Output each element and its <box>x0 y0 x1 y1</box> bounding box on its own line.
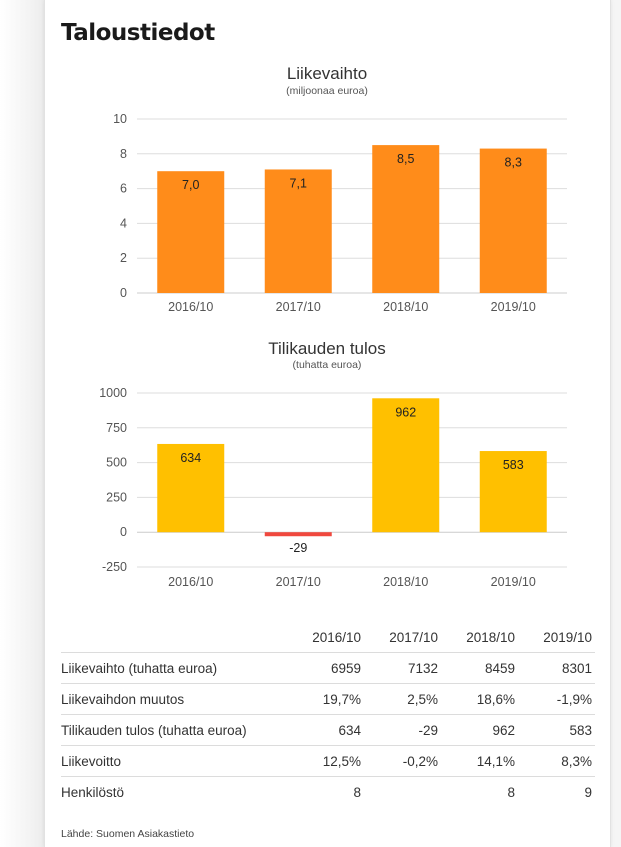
table-header-row: 2016/10 2017/10 2018/10 2019/10 <box>61 622 595 653</box>
table-cell: 962 <box>441 714 518 746</box>
table-cell: 8459 <box>441 652 518 684</box>
row-label: Tilikauden tulos (tuhatta euroa) <box>61 714 287 746</box>
y-tick-label: 4 <box>120 216 127 230</box>
table-cell: -29 <box>364 714 441 746</box>
bar-value-label: 962 <box>395 405 416 419</box>
x-tick-label: 2018/10 <box>383 300 428 314</box>
row-label: Liikevoitto <box>61 745 287 777</box>
financial-card: Taloustiedot Liikevaihto (miljoonaa euroa… <box>44 0 611 847</box>
x-tick-label: 2019/10 <box>491 575 536 589</box>
table-cell: 19,7% <box>287 683 364 715</box>
section-heading: Taloustiedot <box>61 20 215 46</box>
bar-value-label: 8,3 <box>505 156 522 170</box>
bar-value-label: 7,0 <box>182 178 199 192</box>
page-background <box>0 0 44 847</box>
table-cell: 2,5% <box>364 683 441 715</box>
x-tick-label: 2019/10 <box>491 300 536 314</box>
x-tick-label: 2017/10 <box>276 300 321 314</box>
table-row: Liikevoitto 12,5% -0,2% 14,1% 8,3% <box>61 745 595 777</box>
row-label: Liikevaihdon muutos <box>61 683 287 715</box>
table-cell: 8 <box>441 776 518 807</box>
chart-title: Tilikauden tulos <box>268 339 386 358</box>
table-cell: 14,1% <box>441 745 518 777</box>
y-tick-label: 8 <box>120 147 127 161</box>
chart-subtitle: (miljoonaa euroa) <box>286 85 368 97</box>
row-label: Henkilöstö <box>61 776 287 807</box>
table-header-cell: 2019/10 <box>543 629 592 645</box>
table-row: Henkilöstö 8 8 9 <box>61 776 595 807</box>
y-tick-label: 2 <box>120 251 127 265</box>
table-cell: 8 <box>287 776 364 807</box>
bar <box>372 145 440 293</box>
table-row: Liikevaihdon muutos 19,7% 2,5% 18,6% -1,… <box>61 683 595 715</box>
y-tick-label: 750 <box>106 421 127 435</box>
y-tick-label: 0 <box>120 525 127 539</box>
financial-table: 2016/10 2017/10 2018/10 2019/10 Liikevai… <box>61 622 595 807</box>
x-tick-label: 2016/10 <box>168 575 213 589</box>
source-note: Lähde: Suomen Asiakastieto <box>61 828 195 840</box>
table-cell: -0,2% <box>364 745 441 777</box>
table-cell: 6959 <box>287 652 364 684</box>
revenue-chart: Liikevaihto (miljoonaa euroa) 0 2 4 6 8 10 7,0 20… <box>113 64 567 314</box>
y-tick-label: 0 <box>120 286 127 300</box>
y-tick-label: 6 <box>120 182 127 196</box>
x-tick-label: 2018/10 <box>383 575 428 589</box>
bar <box>264 532 332 537</box>
y-tick-label: 250 <box>106 490 127 504</box>
table-cell: 7132 <box>364 652 441 684</box>
bar-value-label: 634 <box>180 451 201 465</box>
table-cell <box>364 776 441 807</box>
table-cell: 8,3% <box>518 745 595 777</box>
bar <box>264 169 332 293</box>
bar-value-label: 583 <box>503 458 524 472</box>
table-cell: 9 <box>518 776 595 807</box>
profit-chart: Tilikauden tulos(tuhatta euroa) -250 0 250 5… <box>99 339 567 589</box>
bar <box>372 398 440 533</box>
bar <box>157 443 225 533</box>
bar <box>157 171 225 293</box>
table-cell: 634 <box>287 714 364 746</box>
x-tick-label: 2017/10 <box>276 575 321 589</box>
row-label: Liikevaihto (tuhatta euroa) <box>61 652 287 684</box>
y-tick-label: 1000 <box>99 386 127 400</box>
table-row: Tilikauden tulos (tuhatta euroa) 634 -29… <box>61 714 595 746</box>
y-tick-label: 500 <box>106 456 127 470</box>
bar <box>479 451 547 533</box>
table-cell: -1,9% <box>518 683 595 715</box>
table-cell: 8301 <box>518 652 595 684</box>
x-tick-label: 2016/10 <box>168 300 213 314</box>
bar-value-label: 8,5 <box>397 152 414 166</box>
table-header-cell: 2017/10 <box>389 629 438 645</box>
bar-value-label: -29 <box>289 541 307 555</box>
chart-subtitle: (tuhatta euroa) <box>293 359 362 371</box>
chart-title: Liikevaihto <box>287 64 367 83</box>
y-tick-label: 10 <box>113 112 127 126</box>
table-header-cell: 2018/10 <box>466 629 515 645</box>
table-header-cell <box>61 622 287 653</box>
y-tick-label: -250 <box>102 560 127 574</box>
table-cell: 583 <box>518 714 595 746</box>
table-row: Liikevaihto (tuhatta euroa) 6959 7132 84… <box>61 652 595 684</box>
table-cell: 12,5% <box>287 745 364 777</box>
bar <box>479 148 547 293</box>
table-header-cell: 2016/10 <box>312 629 361 645</box>
table-cell: 18,6% <box>441 683 518 715</box>
bar-value-label: 7,1 <box>290 176 307 190</box>
